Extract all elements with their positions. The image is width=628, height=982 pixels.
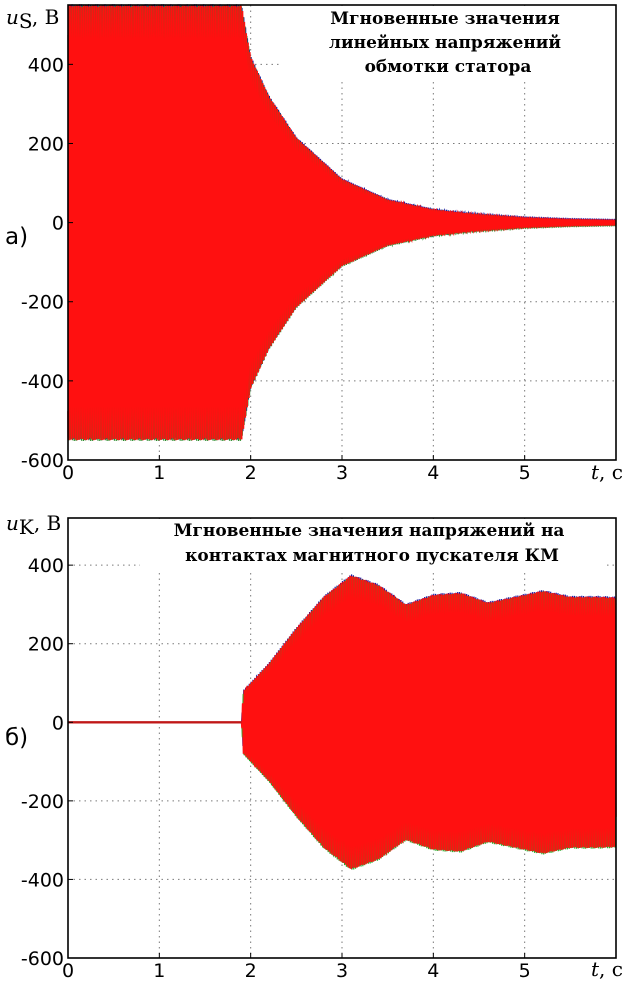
chart-panel-a: 400 200 0 -200 -400 -600 0 1 2 3 4 5 а) uS, В t, с…: [5, 4, 623, 484]
chart-panel-b: 400 200 0 -200 -400 -600 0 1 2 3 4 5 б) uK, В t, с…: [5, 511, 623, 982]
panel-label-b: б): [5, 725, 28, 751]
title-backdrop-b: [140, 519, 605, 571]
y-axis-label-b: uK, В: [6, 511, 61, 539]
series-phase-3: [67, 5, 617, 441]
y-axis-label-a: uS, В: [6, 5, 59, 33]
x-tick-label: 0: [62, 960, 74, 982]
x-tick-label: 2: [245, 960, 257, 982]
y-tick-label: -600: [21, 450, 64, 472]
x-axis-label-b: t, с: [591, 957, 623, 981]
y-tick-label: 400: [28, 555, 64, 577]
x-tick-label: 2: [245, 462, 257, 484]
y-tick-label: -400: [21, 869, 64, 891]
y-tick-label: -600: [21, 948, 64, 970]
x-tick-label: 4: [427, 960, 439, 982]
title-backdrop-a: [282, 6, 614, 78]
y-tick-label: 200: [28, 133, 64, 155]
panel-label-a: а): [5, 224, 28, 250]
y-tick-label: -200: [21, 292, 64, 314]
chart-title-b: Мгновенные значения напряжений на контак…: [174, 521, 571, 566]
y-tick-label: 0: [52, 213, 64, 235]
y-tick-label: 400: [28, 54, 64, 76]
y-tick-label: 0: [52, 712, 64, 734]
x-tick-label: 5: [519, 462, 531, 484]
x-tick-label: 4: [427, 462, 439, 484]
y-tick-label: -200: [21, 791, 64, 813]
x-tick-label: 3: [336, 960, 348, 982]
x-tick-label: 0: [62, 462, 74, 484]
y-tick-label: 200: [28, 634, 64, 656]
chart-title-a: Мгновенные значения линейных напряжений …: [329, 9, 567, 77]
x-tick-label: 5: [519, 960, 531, 982]
y-tick-label: -400: [21, 371, 64, 393]
x-tick-label: 1: [153, 960, 165, 982]
x-axis-label-a: t, с: [591, 460, 623, 484]
x-tick-label: 1: [153, 462, 165, 484]
x-tick-label: 3: [336, 462, 348, 484]
